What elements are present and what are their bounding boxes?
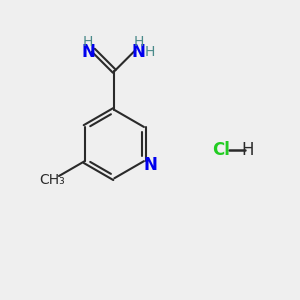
Text: H: H: [83, 35, 93, 49]
Text: N: N: [143, 156, 157, 174]
Text: H: H: [242, 141, 254, 159]
Text: CH₃: CH₃: [40, 173, 65, 187]
Text: N: N: [81, 43, 95, 61]
Text: N: N: [132, 43, 146, 61]
Text: H: H: [144, 45, 155, 59]
Text: H: H: [133, 35, 143, 49]
Text: Cl: Cl: [212, 141, 230, 159]
